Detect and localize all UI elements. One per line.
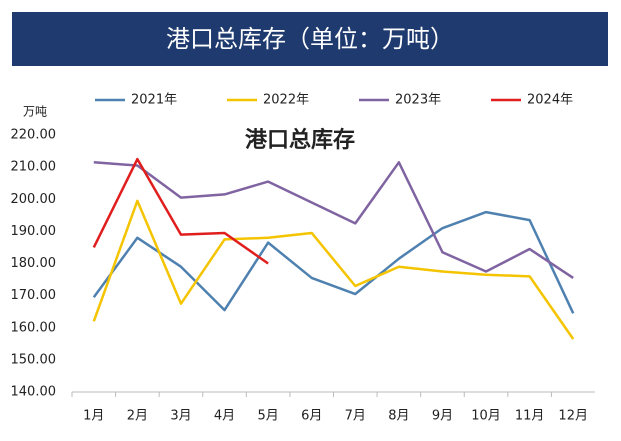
series-line <box>93 161 574 279</box>
series-line <box>92 199 575 340</box>
x-tick-label: 12月 <box>558 409 588 424</box>
y-axis-label: 万吨 <box>23 105 47 119</box>
chart-title: 港口总库存（单位：万吨） <box>166 25 454 53</box>
x-tick-label: 10月 <box>471 409 501 424</box>
x-tick-label: 11月 <box>515 409 545 424</box>
x-tick-label: 9月 <box>432 409 453 424</box>
y-tick-label: 160.00 <box>11 320 57 335</box>
legend-label: 2024年 <box>527 93 573 108</box>
series-line <box>92 157 269 265</box>
y-tick-label: 190.00 <box>11 224 57 239</box>
x-tick-label: 2月 <box>127 409 148 424</box>
x-tick-label: 1月 <box>83 409 104 424</box>
legend-label: 2021年 <box>131 93 177 108</box>
legend-label: 2023年 <box>395 93 441 108</box>
y-tick-label: 220.00 <box>11 128 57 143</box>
title-banner <box>12 12 608 66</box>
x-tick-label: 5月 <box>257 409 278 424</box>
x-tick-label: 6月 <box>301 409 322 424</box>
x-tick-label: 8月 <box>388 409 409 424</box>
series-line <box>92 210 575 314</box>
y-tick-label: 150.00 <box>11 352 57 367</box>
x-tick-label: 3月 <box>170 409 191 424</box>
y-tick-label: 180.00 <box>11 256 57 271</box>
x-tick-label: 7月 <box>345 409 366 424</box>
y-tick-label: 170.00 <box>11 288 57 303</box>
y-tick-label: 210.00 <box>11 160 57 175</box>
chart-subtitle: 港口总库存 <box>245 127 355 153</box>
y-tick-label: 140.00 <box>11 385 57 400</box>
y-tick-label: 200.00 <box>11 192 57 207</box>
legend-label: 2022年 <box>263 93 309 108</box>
x-tick-label: 4月 <box>214 409 235 424</box>
